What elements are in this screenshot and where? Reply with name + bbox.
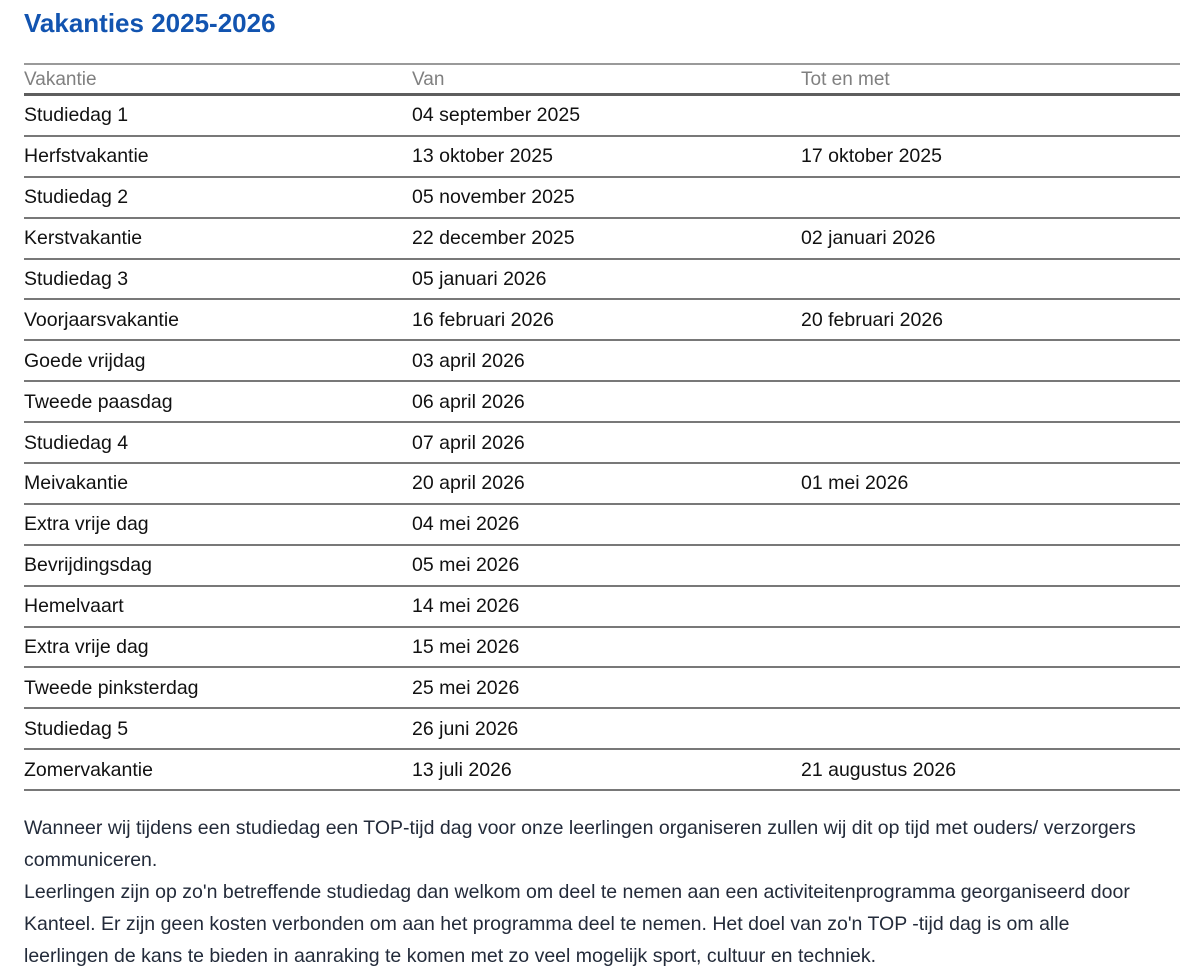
cell-tot-en-met <box>801 524 1180 525</box>
footer-note-line: Leerlingen zijn op zo'n betreffende stud… <box>24 881 1130 904</box>
cell-tot-en-met <box>801 647 1180 648</box>
table-row: Tweede paasdag 06 april 2026 <box>24 382 1180 424</box>
table-row: Studiedag 4 07 april 2026 <box>24 423 1180 465</box>
cell-vakantie: Zomervakantie <box>24 758 153 781</box>
page-title: Vakanties 2025-2026 <box>24 8 276 38</box>
cell-tot-en-met <box>801 197 1180 198</box>
cell-tot-en-met: 02 januari 2026 <box>801 227 936 250</box>
cell-vakantie: Herfstvakantie <box>24 145 149 168</box>
cell-vakantie: Goede vrijdag <box>24 349 146 372</box>
cell-tot-en-met: 20 februari 2026 <box>801 308 944 331</box>
cell-vakantie: Extra vrije dag <box>24 513 149 536</box>
table-header-row: Vakantie Van Tot en met <box>24 63 1180 96</box>
cell-van: 26 juni 2026 <box>412 717 519 740</box>
table-row: Meivakantie 20 april 2026 01 mei 2026 <box>24 464 1180 505</box>
column-header-van: Van <box>412 68 445 90</box>
footer-note-line: leerlingen de kans te bieden in aanrakin… <box>24 945 876 968</box>
table-row: Hemelvaart 14 mei 2026 <box>24 587 1180 628</box>
table-row: Extra vrije dag 15 mei 2026 <box>24 628 1180 669</box>
table-row: Studiedag 1 04 september 2025 <box>24 96 1180 137</box>
cell-van: 04 mei 2026 <box>412 513 520 536</box>
cell-vakantie: Hemelvaart <box>24 595 124 618</box>
table-row: Bevrijdingsdag 05 mei 2026 <box>24 546 1180 587</box>
cell-van: 22 december 2025 <box>412 227 575 250</box>
table-row: Studiedag 5 26 juni 2026 <box>24 709 1180 751</box>
cell-vakantie: Tweede pinksterdag <box>24 676 199 699</box>
cell-van: 15 mei 2026 <box>412 636 520 659</box>
table-row: Extra vrije dag 04 mei 2026 <box>24 505 1180 546</box>
table-row: Studiedag 2 05 november 2025 <box>24 178 1180 219</box>
table-row: Goede vrijdag 03 april 2026 <box>24 341 1180 383</box>
cell-vakantie: Studiedag 4 <box>24 431 129 454</box>
cell-tot-en-met <box>801 687 1180 688</box>
table-row: Kerstvakantie 22 december 2025 02 januar… <box>24 219 1180 260</box>
column-header-tot-en-met: Tot en met <box>801 68 890 90</box>
table-row: Voorjaarsvakantie 16 februari 2026 20 fe… <box>24 300 1180 342</box>
cell-tot-en-met <box>801 360 1180 361</box>
cell-tot-en-met <box>801 279 1180 280</box>
table-row: Studiedag 3 05 januari 2026 <box>24 260 1180 301</box>
cell-van: 05 november 2025 <box>412 186 575 209</box>
cell-van: 06 april 2026 <box>412 390 525 413</box>
cell-tot-en-met: 21 augustus 2026 <box>801 758 957 781</box>
cell-tot-en-met <box>801 115 1180 116</box>
cell-tot-en-met <box>801 728 1180 729</box>
cell-tot-en-met <box>801 401 1180 402</box>
table-body: Studiedag 1 04 september 2025 Herfstvaka… <box>24 96 1180 792</box>
cell-vakantie: Voorjaarsvakantie <box>24 308 180 331</box>
cell-tot-en-met: 01 mei 2026 <box>801 472 909 495</box>
column-header-vakantie: Vakantie <box>24 68 97 90</box>
cell-vakantie: Studiedag 3 <box>24 268 129 290</box>
cell-van: 25 mei 2026 <box>412 676 520 699</box>
table-row: Herfstvakantie 13 oktober 2025 17 oktobe… <box>24 137 1180 178</box>
cell-van: 05 mei 2026 <box>412 554 520 577</box>
cell-van: 14 mei 2026 <box>412 595 520 618</box>
holiday-table: Vakantie Van Tot en met Studiedag 1 04 s… <box>24 63 1180 792</box>
cell-van: 03 april 2026 <box>412 349 525 372</box>
cell-van: 04 september 2025 <box>412 104 581 127</box>
cell-van: 20 april 2026 <box>412 472 525 495</box>
table-row: Tweede pinksterdag 25 mei 2026 <box>24 668 1180 710</box>
cell-vakantie: Meivakantie <box>24 472 129 495</box>
cell-tot-en-met <box>801 565 1180 566</box>
cell-van: 13 oktober 2025 <box>412 145 553 168</box>
footer-note: Wanneer wij tijdens een studiedag een TO… <box>24 812 1184 972</box>
table-row: Zomervakantie 13 juli 2026 21 augustus 2… <box>24 750 1180 792</box>
cell-vakantie: Bevrijdingsdag <box>24 554 152 577</box>
cell-vakantie: Kerstvakantie <box>24 227 143 250</box>
cell-vakantie: Studiedag 1 <box>24 104 129 127</box>
cell-tot-en-met: 17 oktober 2025 <box>801 145 942 168</box>
cell-tot-en-met <box>801 606 1180 607</box>
cell-van: 13 juli 2026 <box>412 758 512 781</box>
footer-note-line: communiceren. <box>24 849 158 872</box>
cell-vakantie: Tweede paasdag <box>24 390 173 413</box>
cell-vakantie: Studiedag 5 <box>24 717 129 740</box>
cell-van: 05 januari 2026 <box>412 268 547 290</box>
cell-van: 07 april 2026 <box>412 431 525 454</box>
cell-tot-en-met <box>801 442 1180 443</box>
footer-note-line: Kanteel. Er zijn geen kosten verbonden o… <box>24 913 1070 936</box>
cell-vakantie: Extra vrije dag <box>24 636 149 659</box>
cell-van: 16 februari 2026 <box>412 308 555 331</box>
footer-note-line: Wanneer wij tijdens een studiedag een TO… <box>24 817 1136 840</box>
cell-vakantie: Studiedag 2 <box>24 186 129 209</box>
